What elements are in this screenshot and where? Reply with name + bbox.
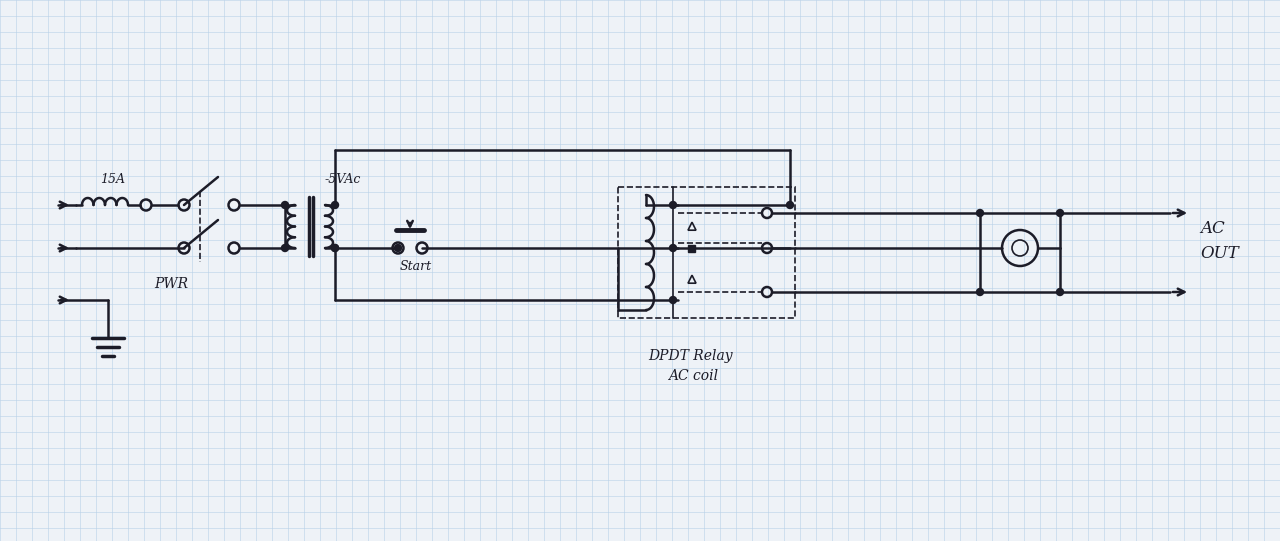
Circle shape	[977, 209, 983, 216]
Circle shape	[394, 245, 402, 252]
Circle shape	[282, 245, 288, 252]
Circle shape	[332, 245, 338, 252]
Text: PWR: PWR	[154, 277, 188, 291]
Text: Start: Start	[399, 260, 433, 273]
Text: OUT: OUT	[1201, 245, 1239, 262]
Text: AC coil: AC coil	[668, 369, 718, 383]
Bar	[618, 187, 795, 318]
Circle shape	[282, 201, 288, 208]
Circle shape	[332, 201, 338, 208]
Text: DPDT Relay: DPDT Relay	[648, 349, 732, 363]
Circle shape	[669, 245, 677, 252]
Text: -5VAc: -5VAc	[325, 173, 361, 186]
Circle shape	[669, 201, 677, 208]
Circle shape	[332, 245, 338, 252]
Circle shape	[1056, 288, 1064, 295]
Text: 15A: 15A	[100, 173, 125, 186]
Text: AC: AC	[1201, 220, 1225, 237]
Circle shape	[977, 288, 983, 295]
Circle shape	[669, 296, 677, 304]
Circle shape	[1056, 209, 1064, 216]
Circle shape	[786, 201, 794, 208]
Bar	[689, 245, 695, 252]
